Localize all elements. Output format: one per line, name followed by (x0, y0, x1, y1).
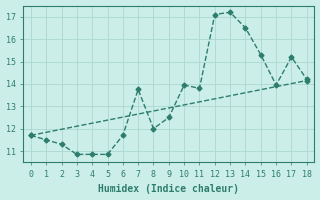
X-axis label: Humidex (Indice chaleur): Humidex (Indice chaleur) (98, 184, 239, 194)
